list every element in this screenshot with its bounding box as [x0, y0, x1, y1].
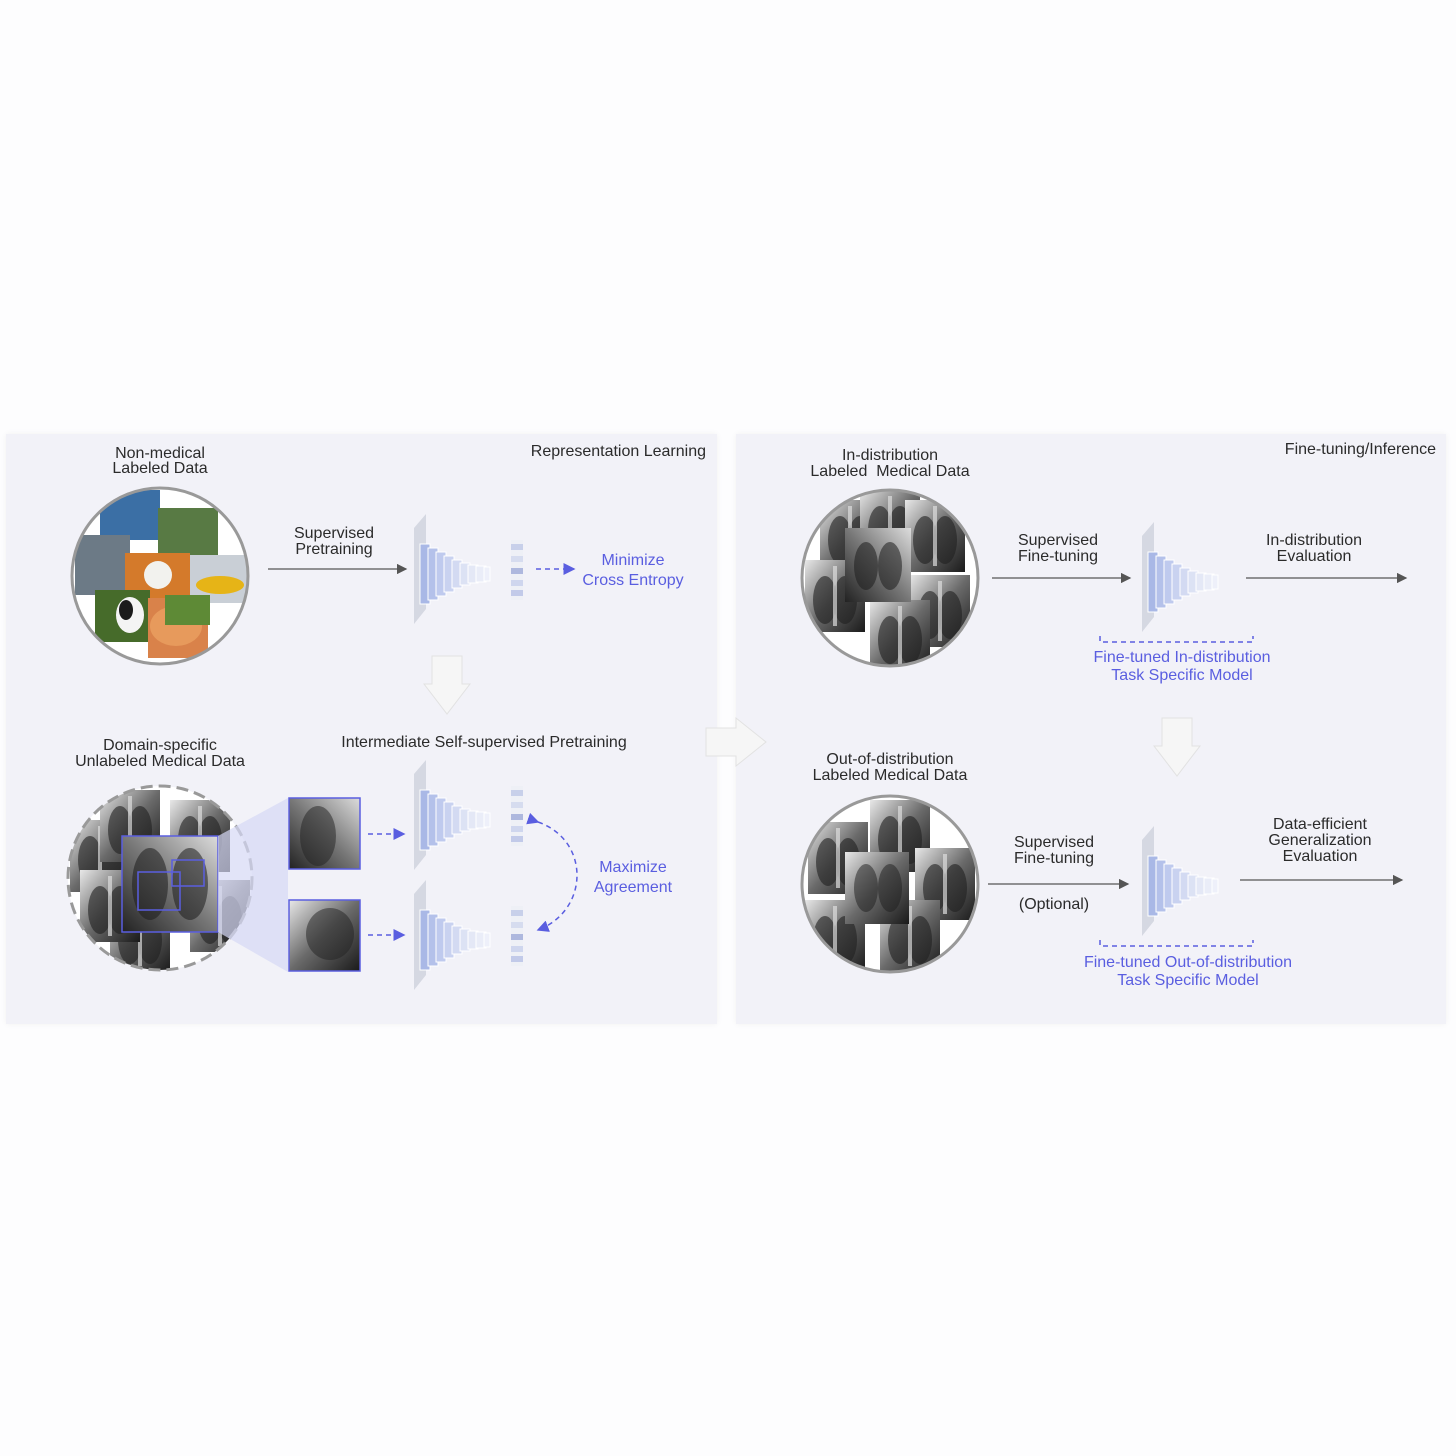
domain-title-line2: Unlabeled Medical Data [75, 753, 245, 770]
crop-view-1 [288, 797, 361, 870]
ood-model-bracket [1099, 940, 1254, 947]
minimize-line2: Cross Entropy [582, 572, 684, 589]
supervised-finetuning-line1: Supervised [1017, 532, 1099, 549]
domain-title-line1: Domain-specific [103, 737, 217, 754]
maximize-line2: Agreement [593, 879, 673, 896]
minimize-line1: Minimize [601, 552, 665, 569]
center-right-arrow [705, 716, 767, 768]
supervised-finetuning-ood-line2: Fine-tuning [1013, 850, 1095, 867]
ssl-embedding-2 [511, 906, 523, 966]
indist-eval-line2: Evaluation [1276, 548, 1352, 565]
nonmedical-circle [70, 486, 250, 666]
down-arrow-right [1152, 717, 1202, 777]
indist-title-line1: In-distribution [841, 447, 939, 464]
indist-title-line2: Labeled Medical Data [810, 463, 970, 480]
data-efficient-line1: Data-efficient [1273, 816, 1367, 833]
pretraining-network [413, 513, 491, 625]
data-efficient-line2: Generalization [1268, 832, 1372, 849]
indist-xray-collage [802, 490, 978, 666]
ssl-network-2 [413, 879, 491, 991]
maximize-line1: Maximize [599, 859, 667, 876]
indist-eval-line1: In-distribution [1265, 532, 1363, 549]
indist-circle [800, 488, 980, 668]
finetuned-ood-line1: Fine-tuned Out-of-distribution [1083, 954, 1293, 971]
supervised-pretraining-line1: Supervised [293, 525, 375, 542]
agreement-arrow [526, 812, 578, 932]
crop-projection [218, 798, 288, 972]
representation-learning-title: Representation Learning [530, 443, 706, 460]
fine-tuning-title: Fine-tuning/Inference [1284, 441, 1436, 458]
ood-network [1141, 825, 1219, 937]
crop-view-2 [288, 899, 361, 972]
ssl-network-1 [413, 759, 491, 871]
ood-title-line2: Labeled Medical Data [812, 767, 968, 784]
ood-circle [800, 794, 980, 974]
finetuned-ood-line2: Task Specific Model [1117, 972, 1259, 989]
supervised-finetuning-line2: Fine-tuning [1017, 548, 1099, 565]
pretraining-embedding [511, 540, 523, 600]
supervised-pretraining-line2: Pretraining [295, 541, 373, 558]
ood-title-line1: Out-of-distribution [826, 751, 954, 768]
down-arrow-left [422, 655, 472, 715]
intermediate-title: Intermediate Self-supervised Pretraining [341, 734, 627, 751]
nonmedical-image-collage [72, 488, 248, 664]
indist-network [1141, 521, 1219, 633]
supervised-finetuning-ood-line1: Supervised [1013, 834, 1095, 851]
data-efficient-line3: Evaluation [1282, 848, 1358, 865]
crop-box-b [171, 859, 205, 887]
ood-xray-collage [802, 796, 978, 972]
crop-box-a [137, 871, 181, 911]
optional-label: (Optional) [1018, 896, 1090, 913]
ssl-embedding-1 [511, 786, 523, 846]
indist-model-bracket [1099, 636, 1254, 643]
finetuned-indist-line1: Fine-tuned In-distribution [1093, 649, 1271, 666]
nonmedical-title-line1: Non-medical [115, 445, 205, 462]
nonmedical-title-line2: Labeled Data [112, 460, 208, 477]
finetuned-indist-line2: Task Specific Model [1111, 667, 1253, 684]
